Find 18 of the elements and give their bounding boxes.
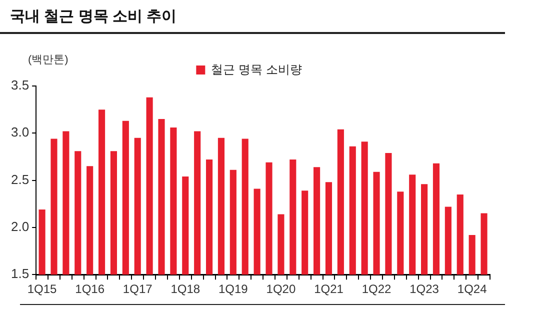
y-tick-label: 2.0	[10, 219, 30, 234]
y-axis-title: (백만톤)	[28, 53, 68, 67]
x-tick-label: 1Q24	[457, 282, 488, 296]
x-tick-label: 1Q19	[218, 282, 248, 296]
x-tick-label: 1Q17	[122, 282, 153, 296]
x-tick-label: 1Q23	[410, 282, 440, 296]
x-tick-label: 1Q21	[314, 282, 344, 296]
x-tick-label: 1Q15	[27, 282, 58, 296]
y-tick-label: 3.5	[10, 78, 30, 93]
x-tick-label: 1Q22	[362, 282, 392, 296]
y-tick-label: 1.5	[10, 266, 30, 282]
x-tick-label: 1Q18	[170, 282, 200, 296]
y-tick-label: 3.0	[10, 124, 30, 140]
chart-title: 국내 철근 명목 소비 추이	[0, 0, 505, 34]
legend-label: 철근 명목 소비량	[211, 62, 302, 76]
x-tick-label: 1Q16	[75, 282, 105, 296]
x-tick-label: 1Q20	[266, 282, 296, 296]
y-tick-label: 2.5	[10, 172, 30, 187]
